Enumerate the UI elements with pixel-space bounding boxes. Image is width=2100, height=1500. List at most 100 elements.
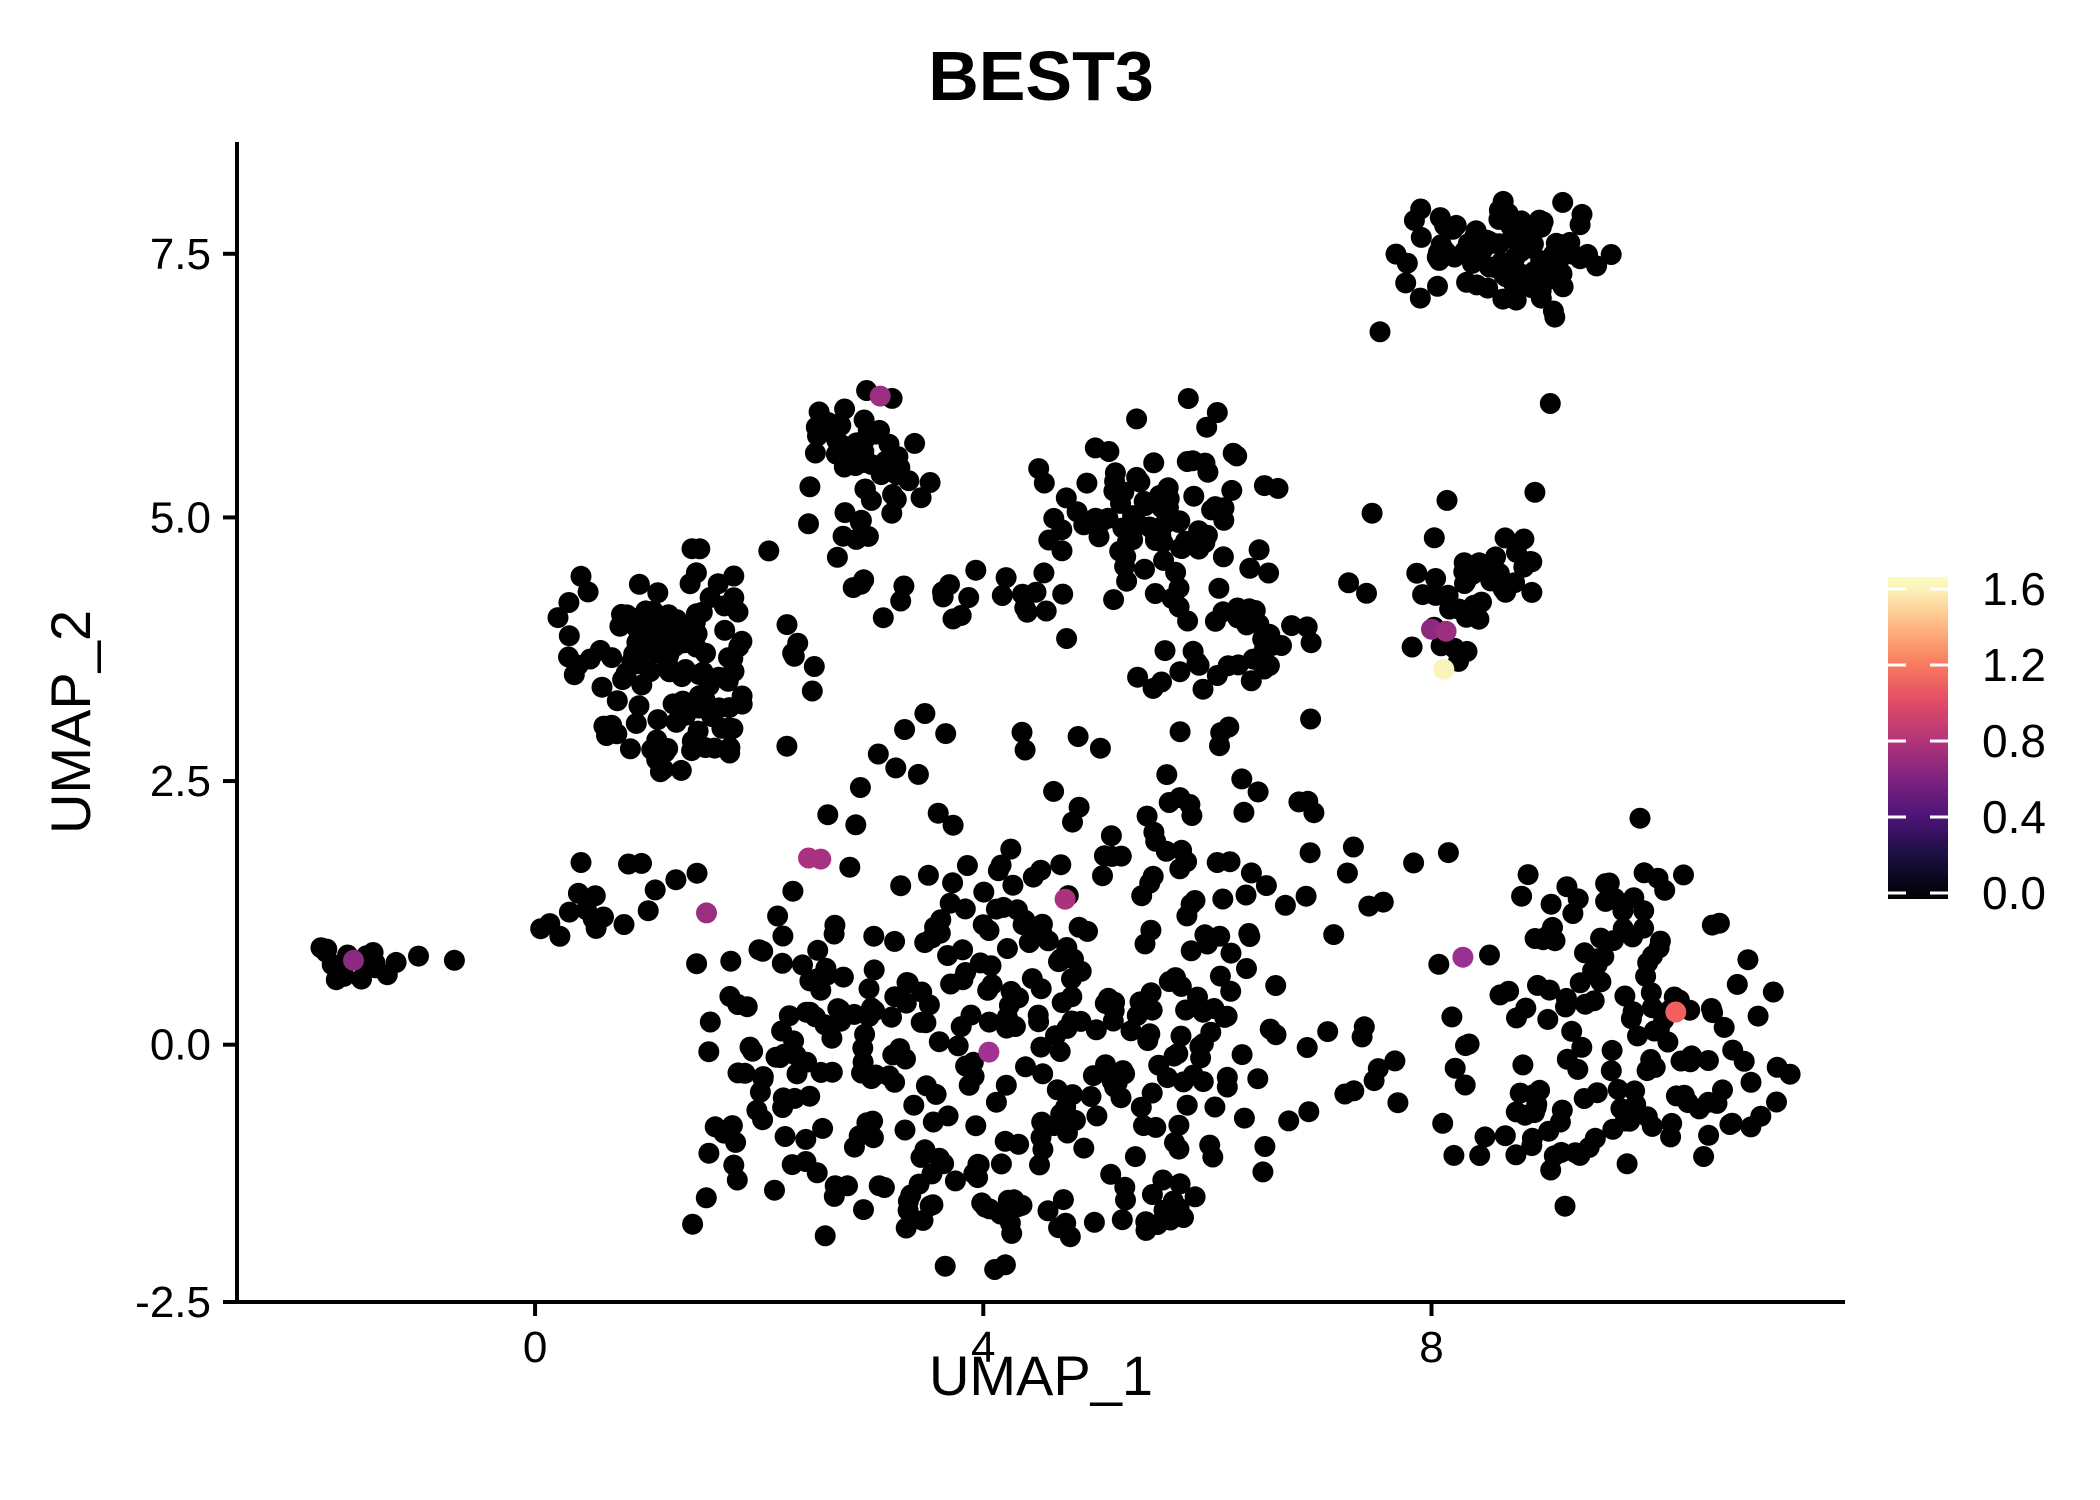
data-point bbox=[1426, 246, 1448, 268]
data-point bbox=[1100, 825, 1122, 847]
highlight-point bbox=[869, 385, 891, 407]
data-point bbox=[1317, 1021, 1339, 1043]
plot-title: BEST3 bbox=[928, 37, 1154, 115]
data-point bbox=[1080, 1086, 1102, 1107]
data-point bbox=[834, 502, 856, 524]
data-point bbox=[1239, 926, 1261, 947]
data-point bbox=[1427, 275, 1448, 297]
data-point bbox=[1206, 402, 1228, 423]
data-point bbox=[890, 875, 912, 897]
data-point bbox=[1139, 872, 1161, 894]
data-point bbox=[1747, 1005, 1769, 1027]
data-point bbox=[1212, 888, 1234, 910]
data-point bbox=[1361, 502, 1383, 524]
data-point bbox=[1030, 1036, 1052, 1058]
data-point bbox=[713, 595, 735, 617]
data-point bbox=[1574, 942, 1595, 964]
data-point bbox=[1567, 888, 1589, 910]
data-point bbox=[647, 582, 669, 604]
data-point bbox=[1220, 942, 1242, 964]
data-point bbox=[914, 703, 936, 724]
data-point bbox=[698, 1041, 720, 1063]
data-point bbox=[1049, 1041, 1071, 1062]
data-point bbox=[736, 996, 758, 1018]
data-point bbox=[1022, 866, 1044, 888]
data-point bbox=[1092, 865, 1113, 887]
data-point bbox=[567, 882, 589, 904]
data-point bbox=[1181, 805, 1203, 826]
data-point bbox=[1679, 1051, 1701, 1073]
data-point bbox=[1441, 1006, 1463, 1028]
data-point bbox=[746, 1099, 768, 1121]
data-point bbox=[963, 1163, 985, 1185]
data-point bbox=[1303, 802, 1325, 824]
data-point bbox=[1128, 514, 1150, 536]
data-point bbox=[1428, 953, 1450, 975]
data-point bbox=[1295, 885, 1317, 907]
data-point bbox=[637, 900, 659, 922]
data-point bbox=[1495, 581, 1517, 603]
data-point bbox=[1086, 1105, 1108, 1127]
highlight-point bbox=[1665, 1001, 1687, 1023]
data-point bbox=[333, 965, 355, 987]
colorbar-legend: 1.6 1.2 0.8 0.4 0.0 bbox=[1888, 563, 2046, 919]
data-point bbox=[1116, 570, 1138, 592]
data-point bbox=[917, 864, 939, 886]
data-point bbox=[1693, 1146, 1715, 1167]
data-point bbox=[606, 690, 628, 712]
data-point bbox=[1584, 1127, 1606, 1149]
data-point bbox=[558, 625, 580, 647]
data-point bbox=[1180, 940, 1202, 962]
data-point bbox=[558, 592, 580, 613]
data-point bbox=[956, 855, 978, 876]
data-point bbox=[1296, 1037, 1318, 1058]
data-point bbox=[812, 1117, 834, 1139]
data-point bbox=[1097, 987, 1119, 1009]
data-point bbox=[681, 730, 703, 752]
data-point bbox=[688, 697, 710, 719]
data-point bbox=[1231, 1044, 1253, 1066]
data-point bbox=[1085, 507, 1106, 529]
data-point bbox=[1601, 1039, 1623, 1061]
data-point bbox=[1614, 985, 1636, 1007]
data-point bbox=[1278, 1110, 1300, 1132]
data-point bbox=[547, 607, 569, 629]
data-point bbox=[1141, 1082, 1163, 1104]
data-point bbox=[798, 513, 819, 535]
axes: 0 4 8 7.5 5.0 2.5 0.0 -2.5 bbox=[135, 142, 1845, 1372]
data-point bbox=[858, 1118, 880, 1140]
data-point bbox=[947, 1035, 969, 1057]
data-point bbox=[1660, 1126, 1682, 1148]
data-point bbox=[1156, 764, 1178, 786]
data-point bbox=[872, 607, 894, 629]
data-point bbox=[1028, 1011, 1050, 1033]
data-point bbox=[987, 860, 1009, 882]
data-point bbox=[884, 930, 906, 952]
data-point bbox=[1083, 1211, 1105, 1233]
data-point bbox=[1050, 854, 1072, 876]
data-point bbox=[816, 964, 838, 986]
data-point bbox=[686, 862, 708, 884]
data-point bbox=[990, 1153, 1012, 1175]
data-point bbox=[1436, 489, 1458, 511]
data-point bbox=[1012, 914, 1034, 936]
data-point bbox=[1208, 577, 1230, 599]
data-point bbox=[1265, 975, 1287, 996]
data-point bbox=[647, 709, 669, 731]
data-point bbox=[558, 646, 579, 668]
data-point bbox=[1145, 1116, 1167, 1138]
data-point bbox=[652, 741, 674, 762]
data-point bbox=[731, 693, 753, 715]
data-point bbox=[316, 938, 338, 960]
data-point bbox=[1000, 838, 1022, 860]
data-point bbox=[1143, 821, 1165, 843]
data-point bbox=[1271, 635, 1292, 656]
data-point bbox=[912, 1209, 934, 1231]
data-point bbox=[351, 968, 372, 990]
data-point bbox=[799, 476, 821, 498]
data-point bbox=[1637, 952, 1659, 974]
data-point bbox=[1235, 884, 1257, 906]
data-point bbox=[1188, 654, 1210, 676]
data-point bbox=[1248, 539, 1270, 561]
